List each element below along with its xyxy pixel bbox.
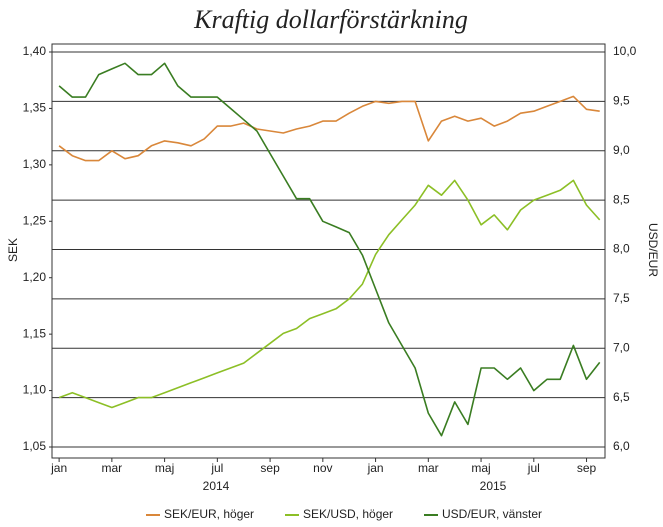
y2-tick-label: 9,5 [613,94,630,108]
x-tick-label: sep [577,461,597,475]
series-line [58,95,600,162]
x-tick-label: jul [210,461,223,475]
x-tick-label: mar [102,461,123,475]
x-tick-label: nov [313,461,332,475]
y-tick-label: 1,15 [23,326,47,340]
y-tick-label: 1,40 [23,44,47,58]
plot-frame [51,43,606,459]
legend-label: SEK/USD, höger [303,507,393,521]
x-tick-label: jan [50,461,67,475]
y-tick-label: 1,35 [23,101,47,115]
y-tick-label: 1,05 [23,439,47,453]
x-tick-label: maj [155,461,174,475]
legend-label: SEK/EUR, höger [164,507,254,521]
x-tick-label: jan [367,461,384,475]
x-tick-label: maj [471,461,490,475]
x-tick-label: jul [527,461,540,475]
y-tick-label: 1,10 [23,383,47,397]
x-tick-label: sep [260,461,280,475]
year-label: 2015 [480,479,507,493]
x-tick-label: mar [418,461,439,475]
y2-tick-label: 10,0 [613,44,637,58]
y2-tick-label: 7,5 [613,291,630,305]
year-label: 2014 [203,479,230,493]
y2-tick-label: 8,0 [613,242,630,256]
y2-tick-label: 6,0 [613,439,630,453]
chart-title: Kraftig dollarförstärkning [193,5,468,34]
y-tick-label: 1,30 [23,157,47,171]
y2-axis-title: USD/EUR [646,223,660,277]
y-axis-title: SEK [6,238,20,262]
series-line [58,62,601,437]
y2-tick-label: 8,5 [613,192,630,206]
y-tick-label: 1,20 [23,270,47,284]
series-line [58,179,601,409]
y2-tick-label: 9,0 [613,143,630,157]
y2-tick-label: 7,0 [613,340,630,354]
y-tick-label: 1,25 [23,213,47,227]
y2-tick-label: 6,5 [613,390,630,404]
legend-label: USD/EUR, vänster [442,507,542,521]
